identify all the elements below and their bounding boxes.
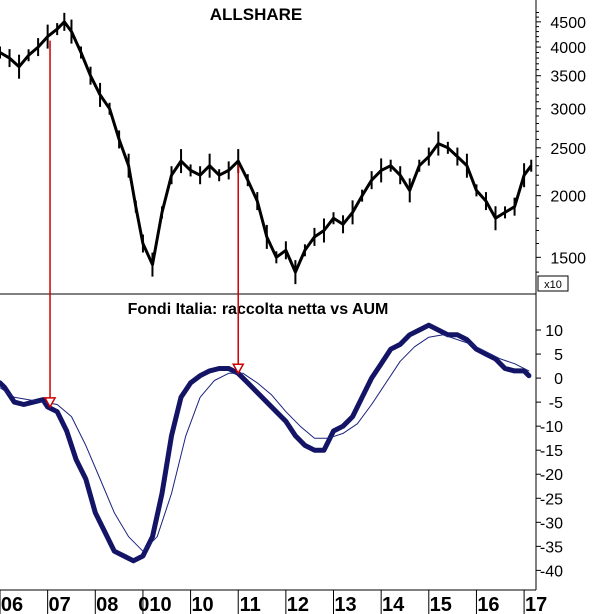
- x-tick-label: 14: [382, 594, 405, 614]
- x-tick-label: 13: [334, 594, 356, 614]
- fund-flows-title: Fondi Italia: raccolta netta vs AUM: [128, 301, 389, 318]
- allshare-axis: 1500 2000 2500 3000 3500 4000 4500: [536, 12, 586, 273]
- fund-flows-panel: Fondi Italia: raccolta netta vs AUM 10 5 0…: [0, 301, 563, 580]
- allshare-panel: ALLSHARE 1500 2000 2500 3000 3500 4000 4500 x1…: [0, 5, 586, 292]
- fund-flows-axis: 10 5 0 -5 -10 -15 -20 -25 -30 -35 -40: [536, 323, 563, 580]
- allshare-tick-label: 4000: [550, 40, 586, 57]
- fund-flows-thick-line: [0, 322, 532, 564]
- x-tick-label: 08: [96, 594, 118, 614]
- x-tick-label: 010: [138, 594, 171, 614]
- fund-flows-tick-label: -40: [540, 563, 563, 580]
- allshare-tick-label: 3000: [550, 102, 586, 119]
- allshare-title: ALLSHARE: [210, 5, 303, 24]
- allshare-tick-label: 1500: [550, 250, 586, 267]
- x-tick-label: 10: [191, 594, 213, 614]
- multiplier-label: x10: [544, 279, 562, 291]
- multiplier-box: [537, 275, 569, 292]
- fund-flows-tick-label: 10: [545, 323, 563, 340]
- annotation-arrow-head: [43, 397, 57, 409]
- fund-flows-tick-label: -35: [540, 539, 563, 556]
- x-tick-label: 07: [49, 594, 71, 614]
- x-axis: 06 07 08 010 10 11 12 13 14 15 16 17: [0, 589, 547, 614]
- fund-flows-thin-line: [0, 334, 530, 552]
- allshare-line: [0, 20, 533, 274]
- allshare-series: [0, 12, 533, 285]
- allshare-tick-label: 2000: [550, 189, 586, 206]
- fund-flows-tick-label: -5: [549, 395, 563, 412]
- x-tick-label: 06: [1, 594, 23, 614]
- annotation-arrow-head: [231, 363, 245, 375]
- allshare-tick-label: 2500: [550, 141, 586, 158]
- fund-flows-tick-label: -25: [540, 491, 563, 508]
- x-tick-label: 12: [287, 594, 309, 614]
- fund-flows-series: [0, 322, 532, 564]
- fund-flows-tick-label: 5: [554, 347, 563, 364]
- fund-flows-tick-label: -15: [540, 443, 563, 460]
- x-tick-label: 15: [430, 594, 452, 614]
- fund-flows-tick-label: -10: [540, 419, 563, 436]
- fund-flows-tick-label: 0: [554, 371, 563, 388]
- allshare-tick-label: 4500: [550, 15, 586, 32]
- annotation-arrows: [43, 40, 245, 409]
- x-tick-label: 17: [525, 594, 547, 614]
- fund-flows-tick-label: -20: [540, 467, 563, 484]
- fund-flows-tick-label: -30: [540, 515, 563, 532]
- x-tick-label: 11: [240, 594, 261, 614]
- x-tick-label: 16: [477, 594, 499, 614]
- allshare-tick-label: 3500: [550, 69, 586, 86]
